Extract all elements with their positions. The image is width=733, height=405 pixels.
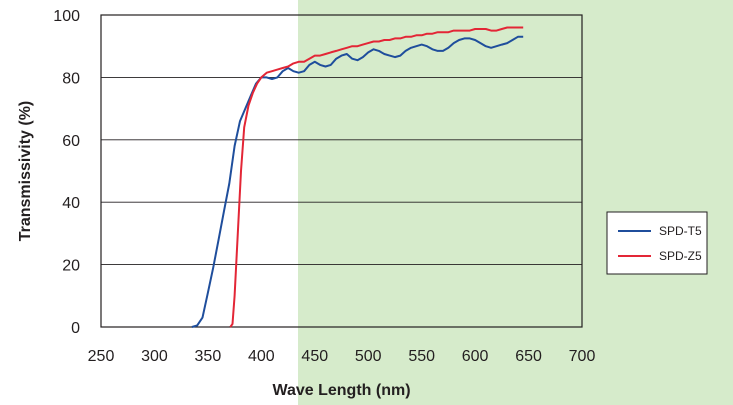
series-line-spd-z5 bbox=[229, 26, 524, 328]
grid bbox=[101, 76, 582, 266]
y-tick-label: 80 bbox=[62, 70, 80, 87]
x-tick-label: 250 bbox=[88, 348, 115, 365]
legend-label: SPD-T5 bbox=[659, 224, 702, 238]
legend-label: SPD-Z5 bbox=[659, 249, 702, 263]
y-tick-label: 0 bbox=[71, 320, 80, 337]
x-tick-label: 300 bbox=[141, 348, 168, 365]
y-tick-label: 60 bbox=[62, 133, 80, 150]
x-tick-label: 450 bbox=[301, 348, 328, 365]
y-tick-label: 20 bbox=[62, 258, 80, 275]
x-axis-title: Wave Length (nm) bbox=[272, 382, 410, 399]
y-axis-title: Transmissivity (%) bbox=[17, 101, 34, 242]
y-tick-label: 40 bbox=[62, 195, 80, 212]
x-tick-label: 600 bbox=[462, 348, 489, 365]
plot-area bbox=[100, 14, 583, 328]
legend: SPD-T5 SPD-Z5 bbox=[606, 211, 708, 275]
x-tick-label: 500 bbox=[355, 348, 382, 365]
x-tick-labels: 250 300 350 400 450 500 550 600 650 700 bbox=[88, 348, 596, 365]
legend-box bbox=[606, 211, 708, 275]
series-lines bbox=[191, 26, 524, 328]
x-tick-label: 550 bbox=[408, 348, 435, 365]
x-tick-label: 650 bbox=[515, 348, 542, 365]
x-tick-label: 350 bbox=[195, 348, 222, 365]
x-tick-label: 400 bbox=[248, 348, 275, 365]
series-line-spd-t5 bbox=[191, 35, 524, 328]
y-tick-labels: 0 20 40 60 80 100 bbox=[53, 8, 80, 337]
x-tick-label: 700 bbox=[569, 348, 596, 365]
y-tick-label: 100 bbox=[53, 8, 80, 25]
